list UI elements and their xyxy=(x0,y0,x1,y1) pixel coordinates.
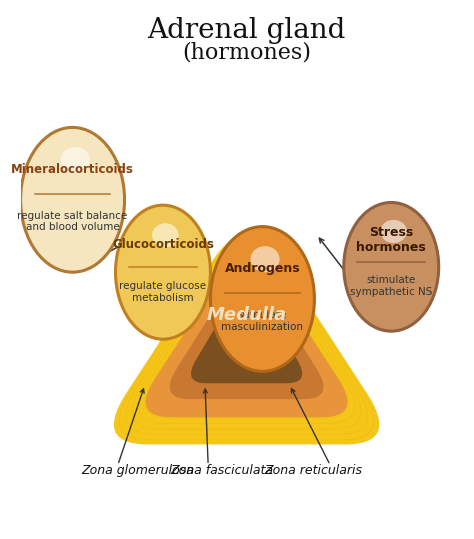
Ellipse shape xyxy=(344,203,439,331)
Polygon shape xyxy=(146,258,347,417)
Text: regulate glucose
metabolism: regulate glucose metabolism xyxy=(119,281,207,303)
Text: Androgens: Androgens xyxy=(225,262,300,275)
Text: Zona reticularis: Zona reticularis xyxy=(264,464,362,477)
Text: (hormones): (hormones) xyxy=(182,42,311,63)
Text: Zona glomerulosa: Zona glomerulosa xyxy=(82,464,194,477)
Text: Mineralocorticoids: Mineralocorticoids xyxy=(11,163,134,176)
Ellipse shape xyxy=(116,205,210,339)
Text: stimulate
masculinization: stimulate masculinization xyxy=(221,310,303,331)
Text: Medulla: Medulla xyxy=(207,306,287,324)
Ellipse shape xyxy=(210,226,314,371)
Text: stimulate
sympathetic NS: stimulate sympathetic NS xyxy=(350,275,432,297)
Text: Glucocorticoids: Glucocorticoids xyxy=(112,238,214,251)
Text: Stress
hormones: Stress hormones xyxy=(356,226,426,254)
Polygon shape xyxy=(170,273,323,399)
Polygon shape xyxy=(191,287,302,383)
Ellipse shape xyxy=(380,220,407,243)
Ellipse shape xyxy=(152,223,179,247)
Ellipse shape xyxy=(250,246,280,272)
Ellipse shape xyxy=(20,127,125,272)
Text: Adrenal gland: Adrenal gland xyxy=(147,17,346,44)
Text: Zona fasciculata: Zona fasciculata xyxy=(170,464,273,477)
Text: regulate salt balance
and blood volume: regulate salt balance and blood volume xyxy=(18,211,128,232)
Ellipse shape xyxy=(61,147,90,173)
Polygon shape xyxy=(114,234,379,445)
